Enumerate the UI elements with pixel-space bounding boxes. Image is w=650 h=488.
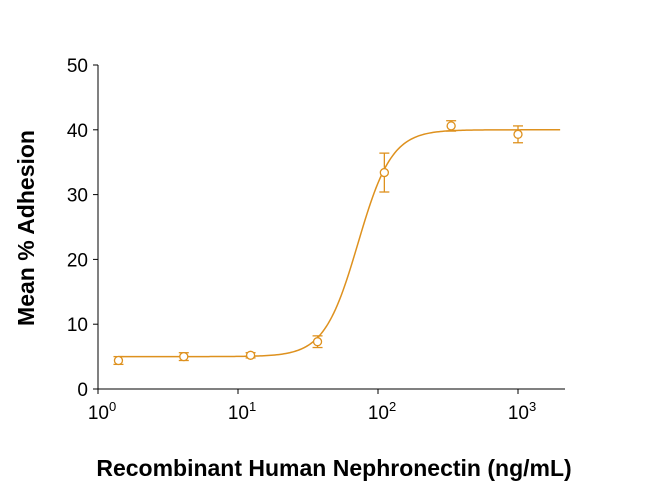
y-tick-label: 20: [67, 250, 88, 271]
data-point: [446, 120, 457, 132]
data-point: [513, 125, 523, 144]
x-tick-label: 103: [508, 399, 536, 424]
y-tick-label: 30: [67, 186, 88, 207]
data-point: [113, 355, 124, 366]
y-axis: 0 10 20 30 40 50: [67, 56, 99, 401]
x-tick-label: 101: [228, 399, 256, 424]
data-point: [379, 152, 390, 193]
data-point: [312, 335, 323, 349]
x-axis: 100 101 102 103: [88, 388, 565, 424]
data-marker: [513, 129, 523, 139]
y-tick-label: 10: [67, 315, 88, 336]
data-marker: [179, 351, 189, 362]
data-point: [178, 351, 189, 362]
x-tick-label: 100: [88, 399, 116, 424]
data-marker: [245, 350, 256, 360]
data-marker: [379, 167, 389, 178]
y-tick-label: 50: [67, 56, 88, 77]
data-marker: [312, 337, 323, 347]
x-tick-label: 102: [368, 399, 396, 424]
x-axis-title: Recombinant Human Nephronectin (ng/mL): [96, 455, 571, 481]
fit-curve-line: [118, 129, 561, 358]
y-axis-title: Mean % Adhesion: [13, 130, 39, 326]
data-marker: [113, 355, 124, 366]
data-point: [245, 350, 256, 360]
data-marker: [446, 121, 456, 131]
data-points-layer: [113, 120, 523, 366]
y-tick-label: 40: [67, 121, 88, 142]
y-tick-label: 0: [77, 380, 88, 401]
fit-curve-layer: [118, 129, 561, 358]
